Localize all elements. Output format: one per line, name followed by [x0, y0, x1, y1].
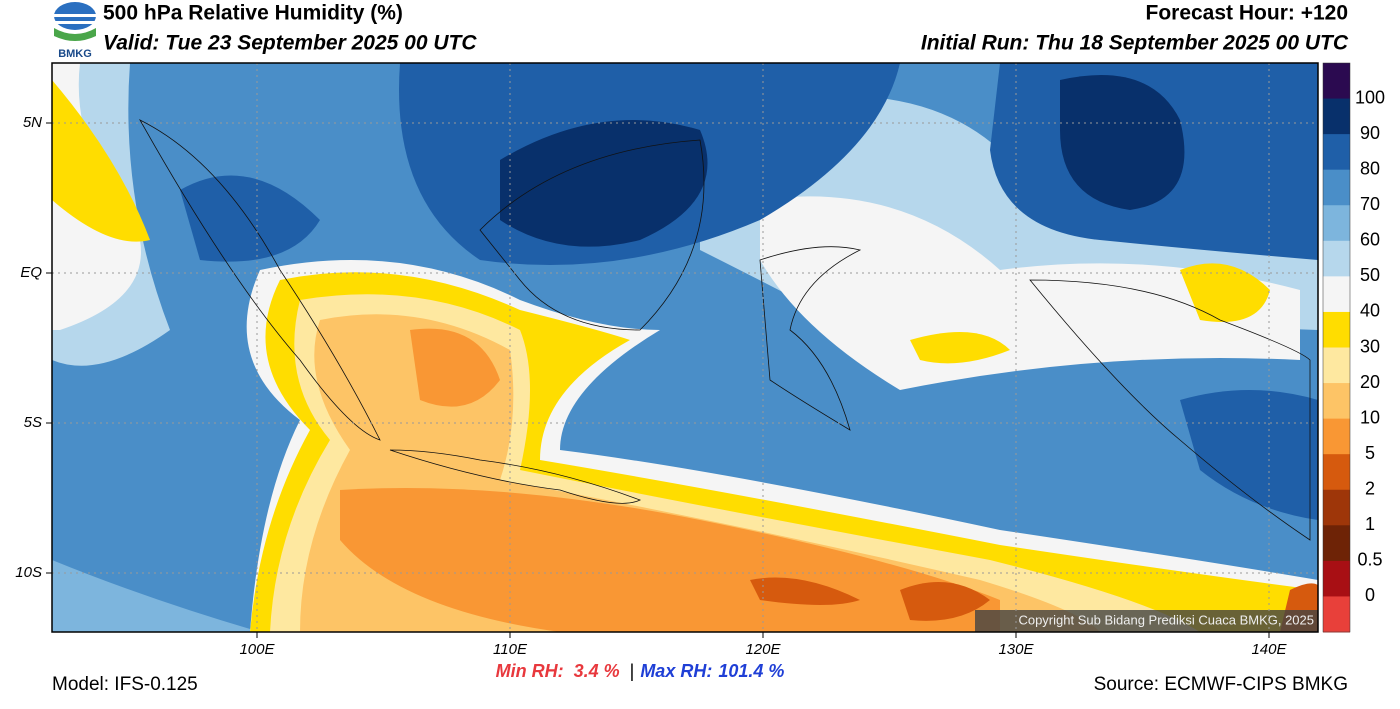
colorbar-label: 20	[1360, 372, 1380, 392]
model: Model: IFS-0.125	[52, 674, 198, 695]
separator: |	[630, 661, 635, 681]
colorbar-segment	[1323, 383, 1350, 420]
map-field: Copyright Sub Bidang Prediksi Cuaca BMKG…	[52, 63, 1318, 632]
colorbar-label: 0.5	[1357, 550, 1382, 570]
min-label: Min RH:	[496, 661, 564, 681]
logo-text: BMKG	[58, 48, 92, 60]
colorbar-label: 90	[1360, 123, 1380, 143]
copyright: Copyright Sub Bidang Prediksi Cuaca BMKG…	[1018, 612, 1314, 627]
colorbar-segment	[1323, 489, 1350, 526]
colorbar-segment	[1323, 205, 1350, 242]
colorbar-segment	[1323, 63, 1350, 100]
colorbar-label: 80	[1360, 158, 1380, 178]
lat-label: 10S	[15, 564, 42, 581]
colorbar-label: 30	[1360, 336, 1380, 356]
valid-time: Valid: Tue 23 September 2025 00 UTC	[103, 32, 477, 55]
title: 500 hPa Relative Humidity (%)	[103, 2, 403, 25]
colorbar-label: 5	[1365, 443, 1375, 463]
colorbar-segment	[1323, 525, 1350, 562]
colorbar-label: 50	[1360, 265, 1380, 285]
colorbar-label: 0	[1365, 585, 1375, 605]
colorbar-segment	[1323, 311, 1350, 348]
forecast-hour: Forecast Hour: +120	[1146, 2, 1349, 25]
min-value: 3.4 %	[574, 661, 620, 681]
colorbar-label: 100	[1355, 87, 1385, 107]
colorbar-label: 70	[1360, 194, 1380, 214]
lon-label: 120E	[745, 641, 781, 658]
logo: BMKG	[54, 2, 96, 60]
lon-label: 100E	[239, 641, 275, 658]
colorbar-segment	[1323, 169, 1350, 206]
lon-label: 140E	[1251, 641, 1287, 658]
colorbar-segment	[1323, 98, 1350, 135]
colorbar-segment	[1323, 347, 1350, 384]
colorbar-segment	[1323, 560, 1350, 597]
colorbar-frame	[1322, 62, 1351, 633]
colorbar-segment	[1323, 418, 1350, 455]
map-frame	[51, 62, 1319, 633]
source: Source: ECMWF-CIPS BMKG	[1094, 674, 1348, 695]
max-label: Max RH:	[640, 661, 712, 681]
lon-label: 130E	[998, 641, 1034, 658]
colorbar-label: 40	[1360, 301, 1380, 321]
lat-label: EQ	[20, 264, 42, 281]
colorbar-segment	[1323, 596, 1350, 633]
colorbar-segment	[1323, 240, 1350, 277]
colorbar-segment	[1323, 276, 1350, 313]
lon-label: 110E	[493, 641, 528, 658]
max-value: 101.4 %	[718, 661, 784, 681]
colorbar-label: 2	[1365, 479, 1375, 499]
rh-stats: Min RH: 3.4 % | Max RH: 101.4 %	[496, 661, 785, 681]
colorbar-segment	[1323, 134, 1350, 171]
colorbar-label: 60	[1360, 230, 1380, 250]
lat-label: 5S	[24, 414, 42, 431]
colorbar-label: 10	[1360, 407, 1380, 427]
initial-run: Initial Run: Thu 18 September 2025 00 UT…	[921, 32, 1349, 55]
colorbar-label: 1	[1365, 514, 1375, 534]
colorbar-segment	[1323, 454, 1350, 491]
lat-label: 5N	[23, 114, 42, 131]
